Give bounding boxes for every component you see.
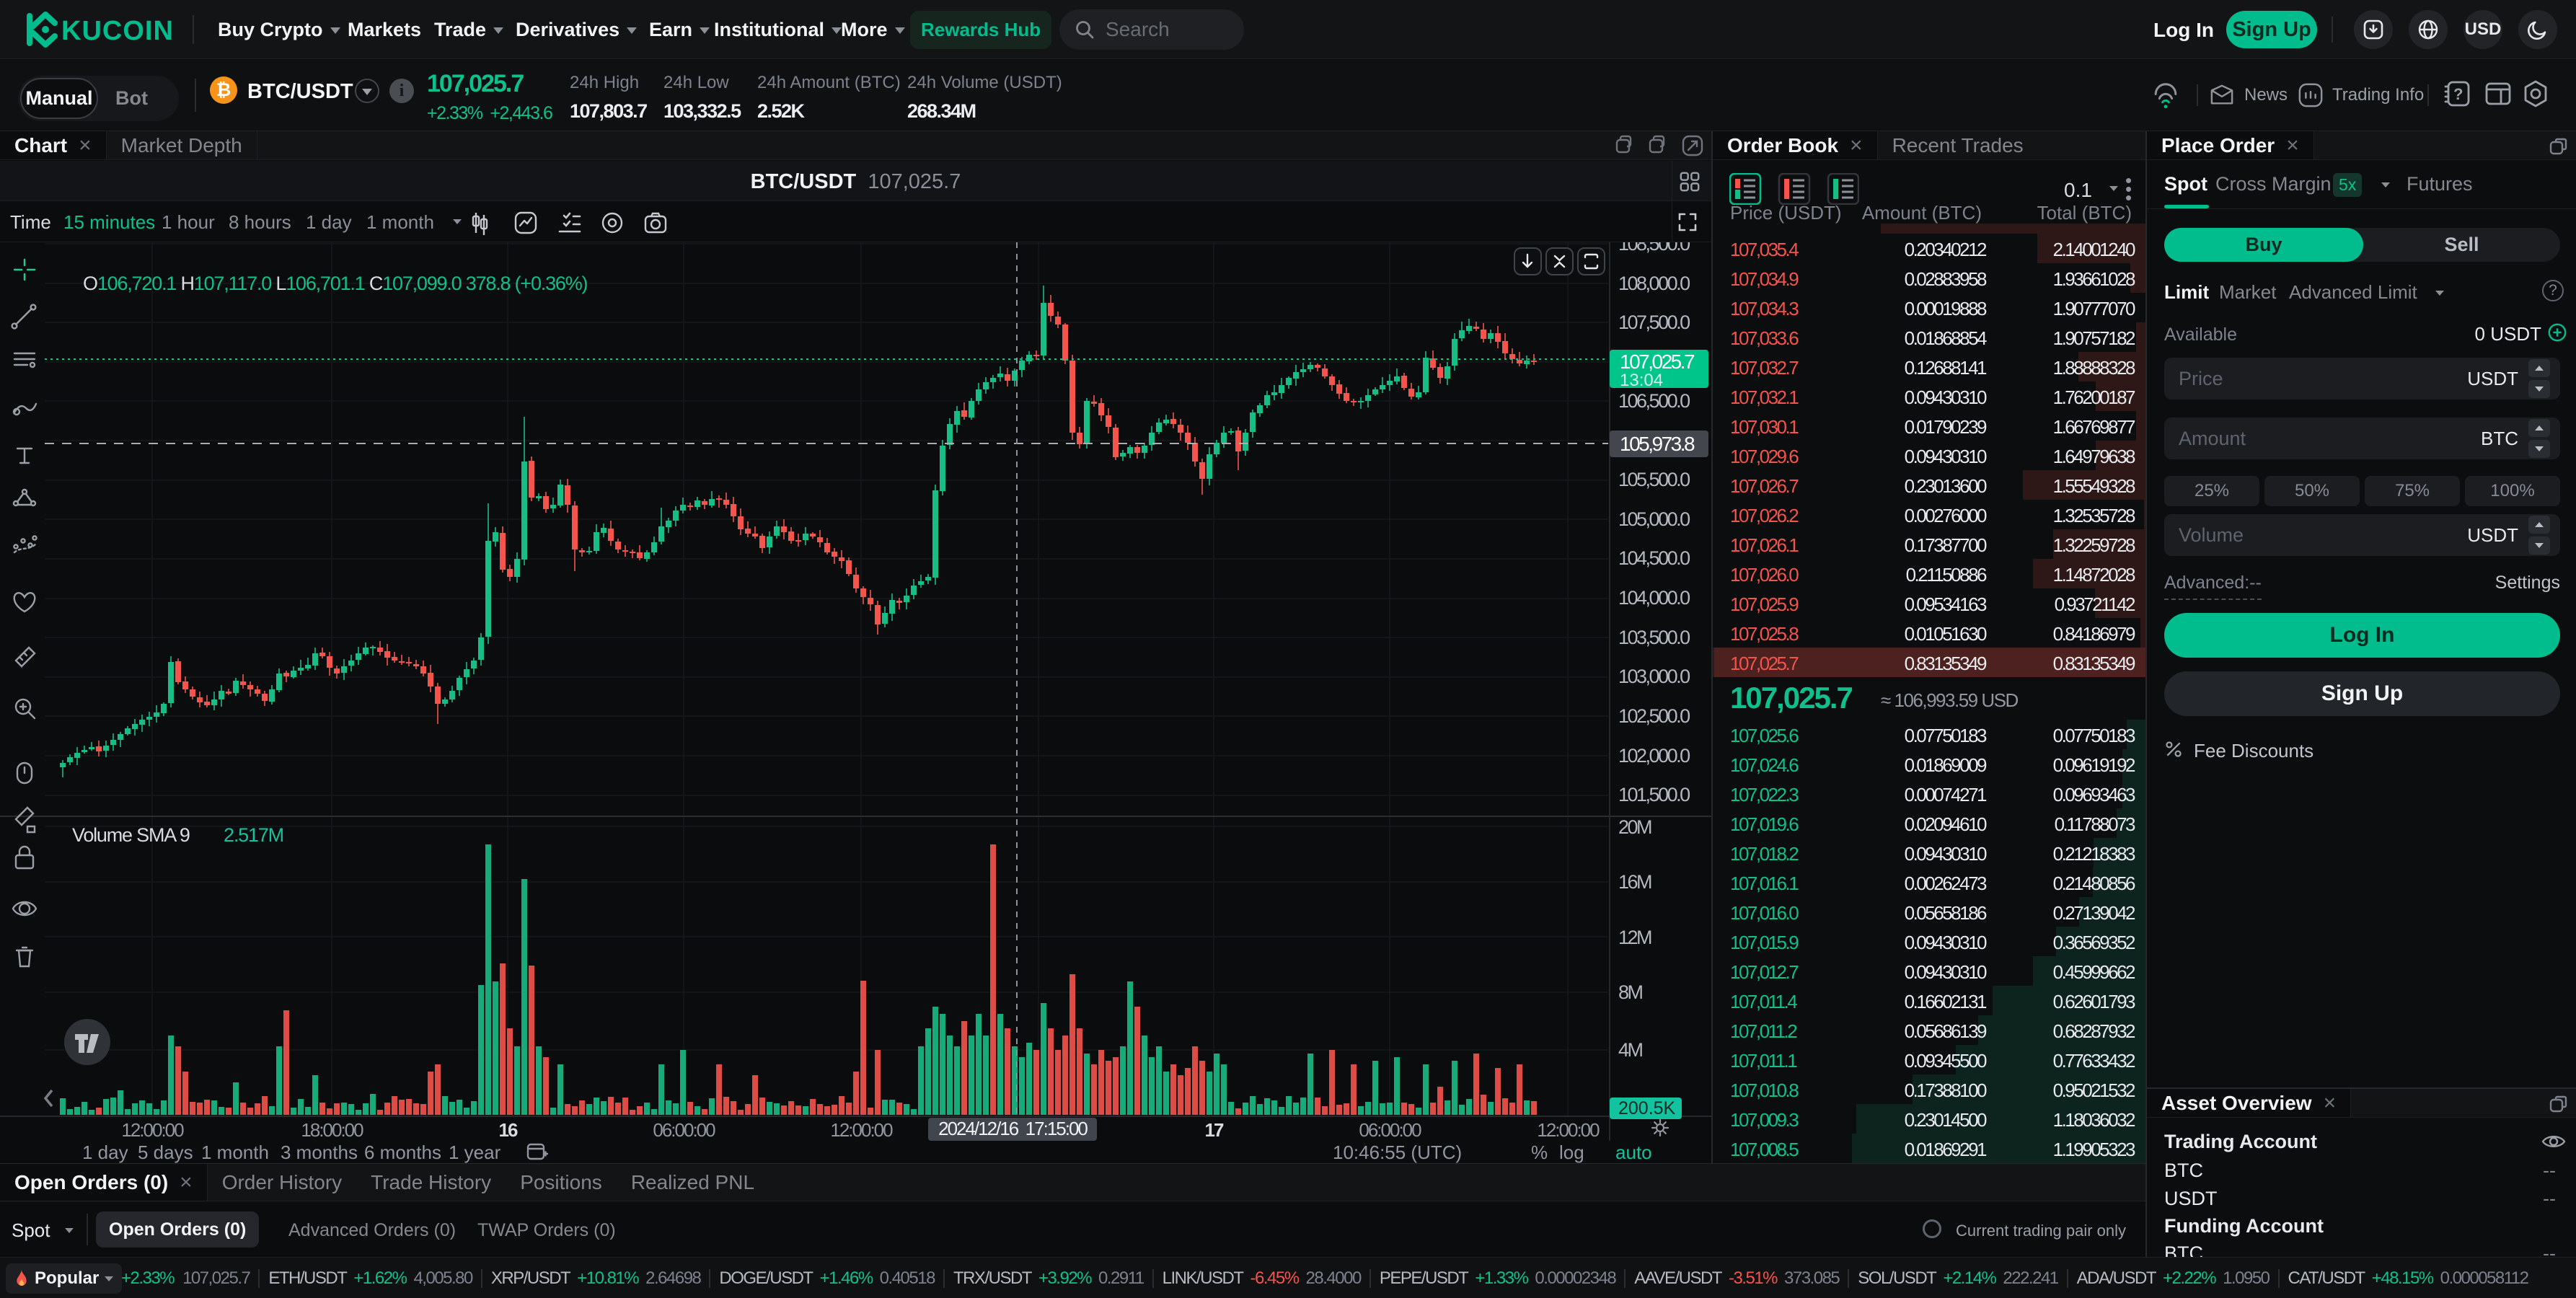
svg-text:17: 17 — [1205, 1119, 1224, 1141]
svg-text:200.5K: 200.5K — [1618, 1098, 1676, 1118]
svg-text:101,500.0: 101,500.0 — [1618, 784, 1690, 805]
svg-text:06:00:00: 06:00:00 — [653, 1119, 715, 1141]
svg-text:102,000.0: 102,000.0 — [1618, 745, 1690, 767]
svg-text:4M: 4M — [1618, 1039, 1643, 1061]
svg-text:108,500.0: 108,500.0 — [1618, 242, 1690, 255]
svg-text:16: 16 — [499, 1119, 518, 1141]
svg-text:105,000.0: 105,000.0 — [1618, 508, 1690, 530]
svg-text:18:00:00: 18:00:00 — [301, 1119, 363, 1141]
svg-text:105,973.8: 105,973.8 — [1620, 433, 1695, 455]
svg-text:20M: 20M — [1618, 816, 1651, 838]
svg-text:8M: 8M — [1618, 981, 1643, 1003]
svg-text:KUCOIN: KUCOIN — [61, 16, 174, 46]
svg-text:12M: 12M — [1618, 927, 1651, 948]
svg-text:12:00:00: 12:00:00 — [1537, 1119, 1600, 1141]
svg-text:12:00:00: 12:00:00 — [121, 1119, 184, 1141]
svg-text:102,500.0: 102,500.0 — [1618, 705, 1690, 727]
svg-text:103,500.0: 103,500.0 — [1618, 627, 1690, 648]
svg-text:108,000.0: 108,000.0 — [1618, 273, 1690, 294]
svg-text:16M: 16M — [1618, 871, 1651, 893]
svg-text:06:00:00: 06:00:00 — [1359, 1119, 1421, 1141]
svg-text:107,500.0: 107,500.0 — [1618, 312, 1690, 333]
svg-text:12:00:00: 12:00:00 — [830, 1119, 893, 1141]
svg-text:Volume SMA 9: Volume SMA 9 — [72, 824, 190, 846]
svg-text:?: ? — [2453, 85, 2463, 103]
svg-text:104,000.0: 104,000.0 — [1618, 587, 1690, 609]
svg-text:13:04: 13:04 — [1620, 371, 1663, 390]
svg-text:2.517M: 2.517M — [224, 824, 283, 846]
svg-text:107,025.7: 107,025.7 — [1620, 350, 1695, 373]
svg-text:2024/12/16 17:15:00: 2024/12/16 17:15:00 — [938, 1118, 1088, 1139]
svg-text:O106,720.1 H107,117.0 L106,701: O106,720.1 H107,117.0 L106,701.1 C107,09… — [83, 273, 588, 294]
svg-text:105,500.0: 105,500.0 — [1618, 469, 1690, 490]
svg-text:103,000.0: 103,000.0 — [1618, 666, 1690, 687]
svg-text:106,500.0: 106,500.0 — [1618, 390, 1690, 412]
svg-text:104,500.0: 104,500.0 — [1618, 547, 1690, 569]
